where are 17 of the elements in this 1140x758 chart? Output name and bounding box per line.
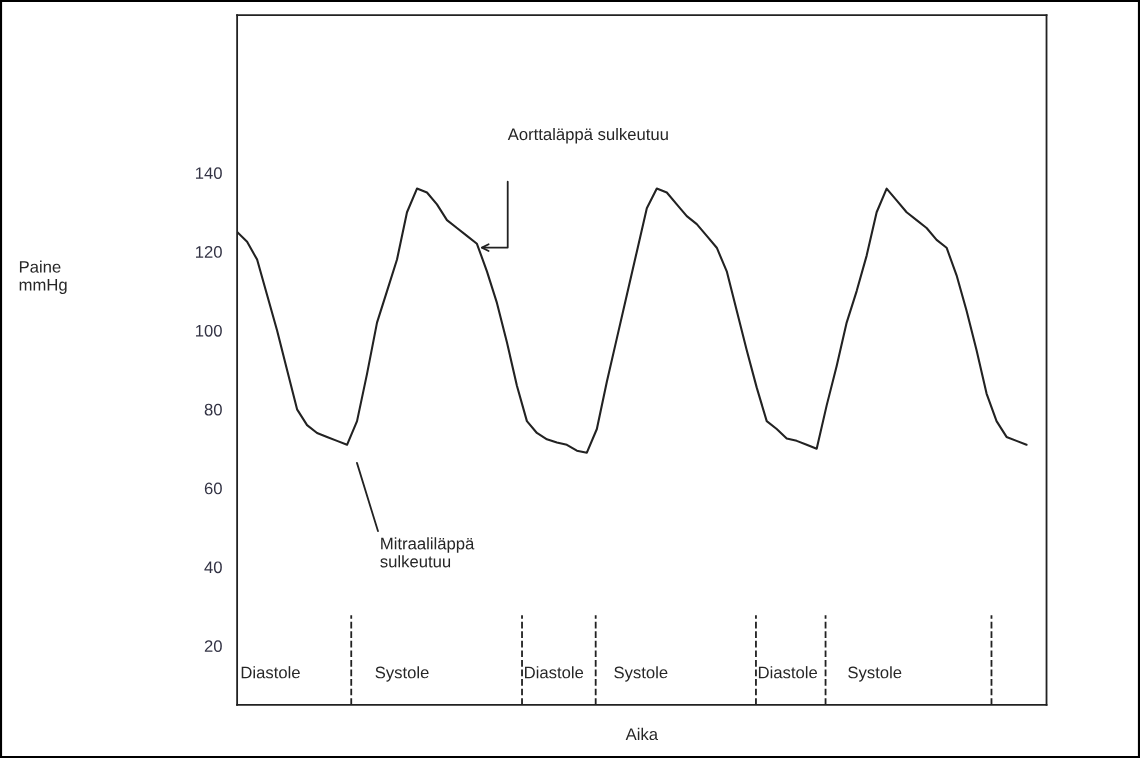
y-tick-label: 100 (196, 324, 222, 337)
y-tick-label: 20 (204, 640, 222, 653)
annotation: Diastole (241, 666, 300, 679)
annotation: Mitraaliläppä sulkeutuu (380, 537, 475, 568)
y-tick-label: 40 (204, 561, 222, 574)
annotation: Systole (848, 666, 902, 682)
text: Paine mmHg (19, 260, 67, 295)
annotation: Systole (614, 666, 668, 682)
annotation: Diastole (758, 666, 818, 679)
y-tick-label: 140 (196, 167, 222, 180)
x-axis-title: Aika (625, 727, 659, 741)
y-tick-label: 60 (204, 482, 222, 495)
y-tick-label: 80 (204, 403, 222, 416)
annotation: Systole (375, 666, 429, 682)
annotation: Aorttaläppä sulkeutuu (507, 127, 668, 144)
y-tick-label: 120 (196, 246, 222, 258)
annotation: Diastole (525, 666, 584, 679)
